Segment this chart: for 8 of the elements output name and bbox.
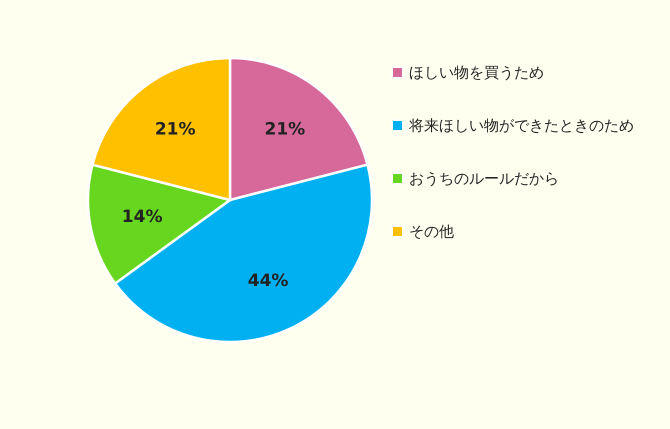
- legend-label: おうちのルールだから: [409, 170, 559, 188]
- data-label: 44%: [248, 270, 288, 291]
- data-label: 21%: [264, 119, 306, 140]
- legend-label: 将来ほしい物ができたときのため: [408, 116, 634, 134]
- data-label: 21%: [154, 119, 196, 140]
- legend-label: その他: [409, 222, 454, 240]
- data-label: 14%: [122, 206, 162, 227]
- legend-label: ほしい物を買うため: [409, 64, 544, 82]
